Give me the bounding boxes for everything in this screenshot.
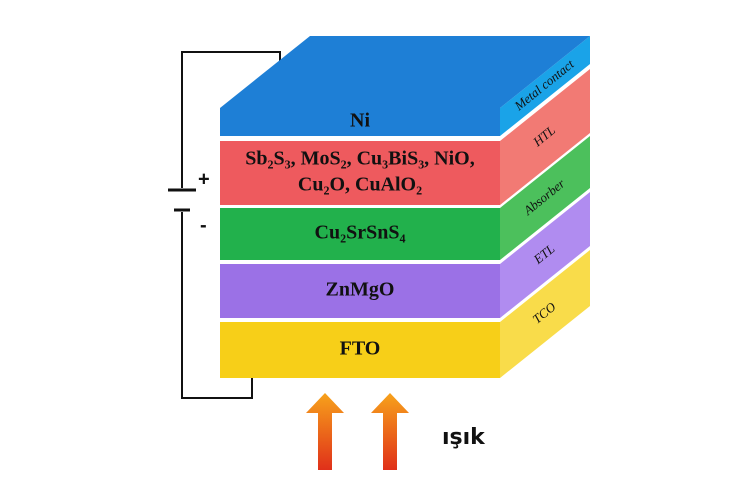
layer-side	[500, 250, 590, 378]
layer-side	[500, 69, 590, 205]
layer-front	[220, 322, 500, 378]
layer-label: FTO	[340, 338, 381, 360]
light-label: ışık	[442, 425, 486, 450]
layer-label: Ni	[350, 110, 370, 132]
layer-label: ZnMgO	[326, 279, 395, 301]
layer-side	[500, 136, 590, 260]
minus-sign: -	[200, 214, 207, 236]
layer-front	[220, 108, 500, 136]
layer-side	[500, 36, 590, 136]
light-arrows	[306, 393, 409, 470]
layer-top	[220, 36, 590, 108]
layer-label: Sb₂S₃, MoS₂, Cu₃BiS₃, NiO,	[245, 148, 475, 170]
plus-sign: +	[198, 168, 210, 190]
layer-front	[220, 141, 500, 205]
layer-front	[220, 208, 500, 260]
layer-label: Cu₂O, CuAlO₂	[298, 174, 422, 196]
layer-side	[500, 192, 590, 318]
layer: Sb₂S₃, MoS₂, Cu₃BiS₃, NiO,Cu₂O, CuAlO₂HT…	[220, 69, 590, 205]
layer-front	[220, 264, 500, 318]
layer-label: Cu₂SrSnS₄	[315, 222, 406, 244]
